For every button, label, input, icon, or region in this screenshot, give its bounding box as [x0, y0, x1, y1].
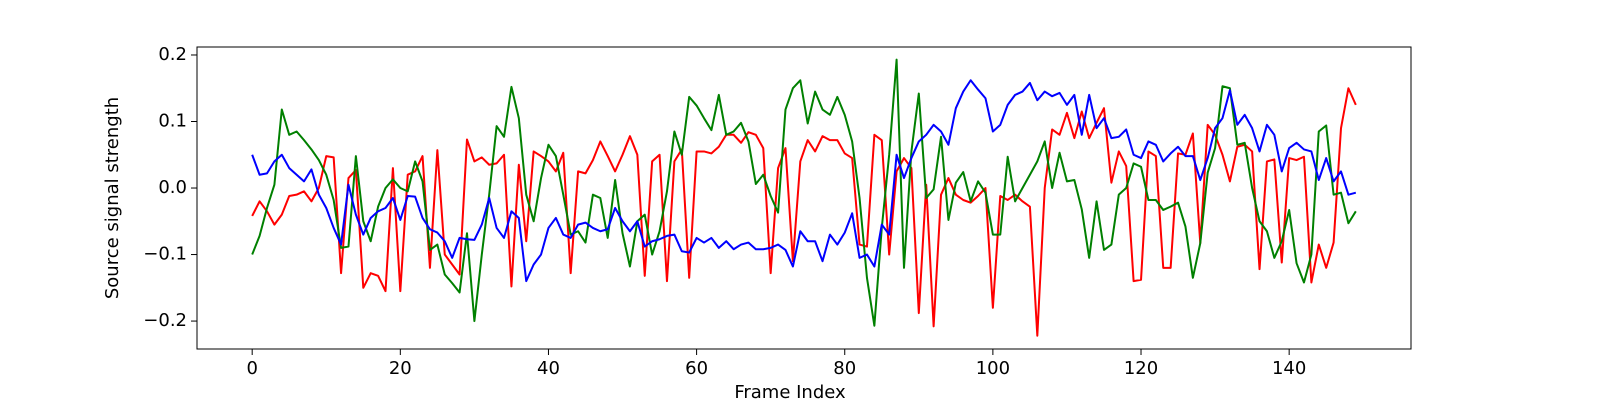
x-tick-label: 120	[1124, 358, 1158, 379]
y-tick-label: 0.2	[158, 44, 187, 65]
y-tick-label: 0.0	[158, 177, 187, 198]
y-tick-label: 0.1	[158, 111, 187, 132]
x-tick-label: 100	[976, 358, 1010, 379]
series-line	[251, 79, 1357, 283]
series-line	[251, 58, 1357, 327]
x-tick-label: 140	[1272, 358, 1306, 379]
x-tick-label: 80	[833, 358, 856, 379]
x-tick-label: 20	[389, 358, 412, 379]
plot-frame	[196, 46, 1412, 350]
x-tick-label: 0	[246, 358, 257, 379]
x-tick-label: 60	[685, 358, 708, 379]
y-axis-label: Source signal strength	[102, 97, 123, 299]
y-tick-label: −0.2	[143, 310, 187, 331]
series-line	[251, 87, 1357, 337]
y-tick-label: −0.1	[143, 244, 187, 265]
x-axis-label: Frame Index	[734, 382, 846, 400]
x-tick-label: 40	[537, 358, 560, 379]
